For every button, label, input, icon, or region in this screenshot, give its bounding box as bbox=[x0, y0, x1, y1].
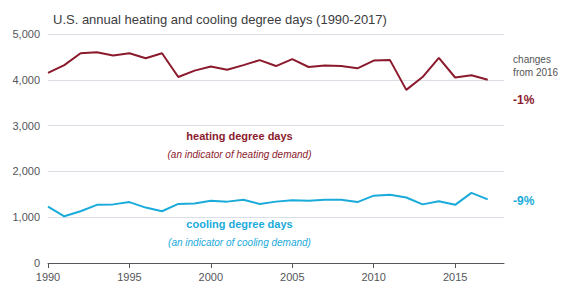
svg-text:2,000: 2,000 bbox=[12, 165, 40, 177]
svg-text:2015: 2015 bbox=[443, 271, 467, 283]
svg-text:-1%: -1% bbox=[513, 93, 535, 107]
svg-text:cooling degree days: cooling degree days bbox=[186, 218, 292, 230]
svg-text:1,000: 1,000 bbox=[12, 211, 40, 223]
svg-text:-9%: -9% bbox=[513, 194, 535, 208]
svg-text:5,000: 5,000 bbox=[12, 28, 40, 40]
svg-text:2005: 2005 bbox=[280, 271, 304, 283]
svg-text:U.S. annual heating and coolin: U.S. annual heating and cooling degree d… bbox=[53, 12, 387, 27]
svg-text:changes: changes bbox=[513, 54, 551, 65]
svg-text:0: 0 bbox=[34, 257, 40, 269]
svg-text:2000: 2000 bbox=[199, 271, 223, 283]
svg-text:1990: 1990 bbox=[36, 271, 60, 283]
svg-text:(an indicator of heating deman: (an indicator of heating demand) bbox=[168, 149, 312, 160]
svg-text:from 2016: from 2016 bbox=[513, 67, 558, 78]
svg-text:heating degree days: heating degree days bbox=[186, 130, 292, 142]
svg-text:(an indicator of cooling deman: (an indicator of cooling demand) bbox=[168, 237, 311, 248]
svg-text:4,000: 4,000 bbox=[12, 74, 40, 86]
svg-text:2010: 2010 bbox=[361, 271, 385, 283]
svg-text:1995: 1995 bbox=[117, 271, 141, 283]
svg-text:3,000: 3,000 bbox=[12, 120, 40, 132]
